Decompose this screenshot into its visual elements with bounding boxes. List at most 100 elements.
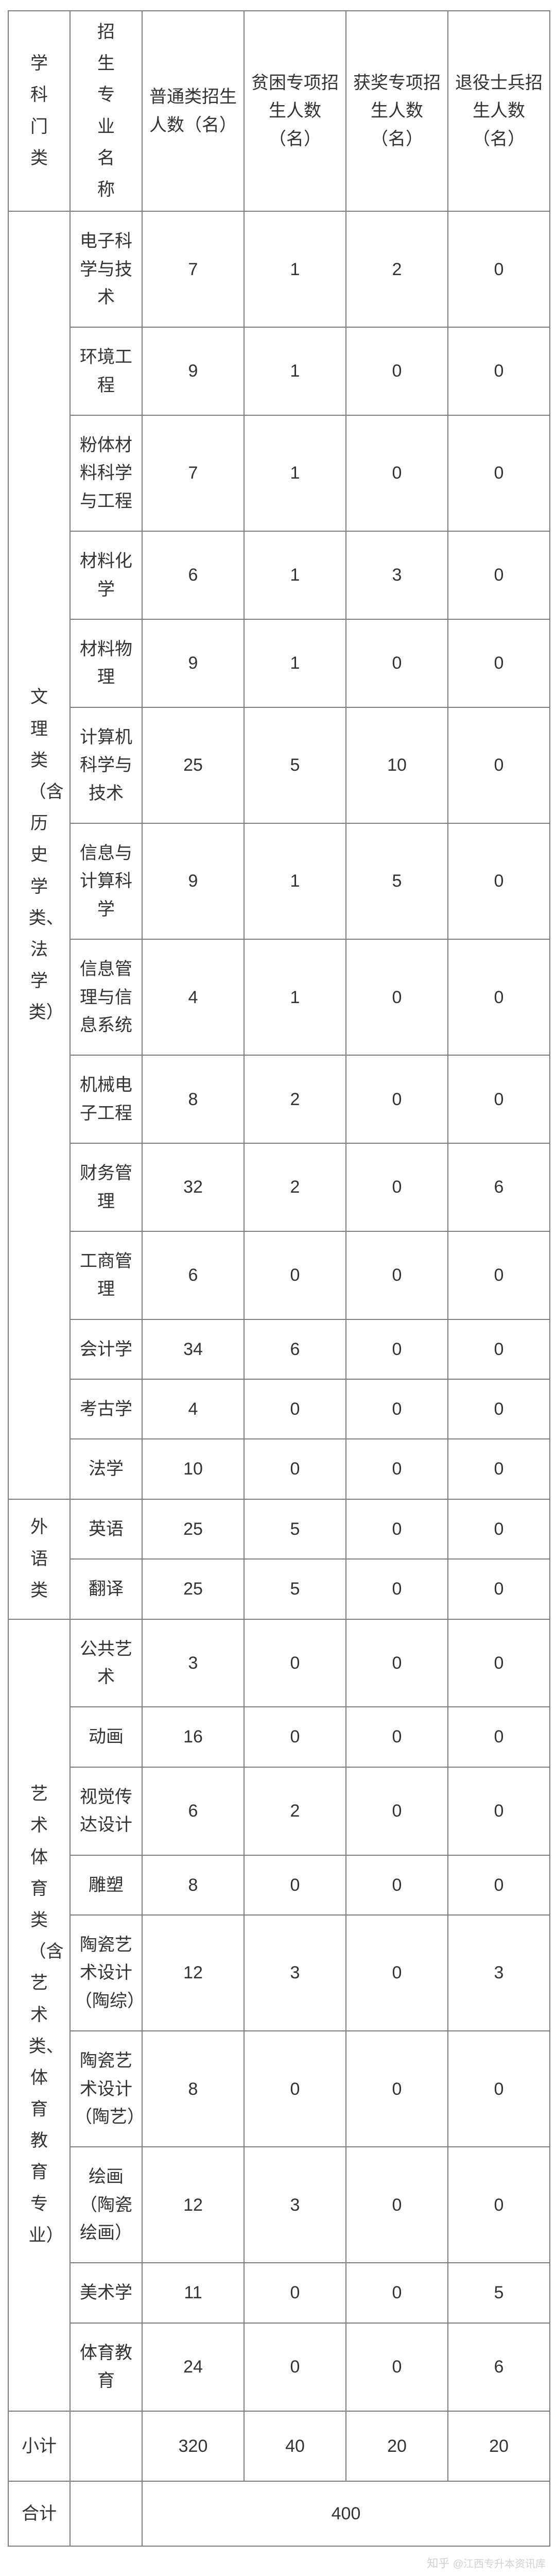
value-cell: 1 bbox=[244, 211, 346, 327]
value-cell: 0 bbox=[448, 211, 550, 327]
header-normal: 普通类招生人数（名） bbox=[142, 11, 244, 211]
value-cell: 0 bbox=[346, 2031, 448, 2147]
table-row: 外语类英语25500 bbox=[8, 1499, 550, 1559]
value-cell: 3 bbox=[346, 531, 448, 619]
value-cell: 9 bbox=[142, 327, 244, 415]
subtotal-label: 小计 bbox=[8, 2411, 70, 2481]
value-cell: 0 bbox=[244, 2031, 346, 2147]
empty-cell bbox=[70, 2411, 142, 2481]
value-cell: 0 bbox=[346, 1499, 448, 1559]
value-cell: 9 bbox=[142, 619, 244, 707]
category-cell: 文理类（含历史学类、法学类） bbox=[8, 211, 70, 1499]
value-cell: 0 bbox=[448, 1055, 550, 1143]
value-cell: 25 bbox=[142, 707, 244, 823]
value-cell: 2 bbox=[244, 1767, 346, 1855]
major-cell: 材料物理 bbox=[70, 619, 142, 707]
value-cell: 8 bbox=[142, 1055, 244, 1143]
value-cell: 5 bbox=[448, 2263, 550, 2323]
value-cell: 0 bbox=[448, 2031, 550, 2147]
value-cell: 0 bbox=[346, 1619, 448, 1707]
category-cell: 外语类 bbox=[8, 1499, 70, 1619]
table-row: 粉体材料科学与工程7100 bbox=[8, 415, 550, 531]
value-cell: 12 bbox=[142, 1915, 244, 2031]
value-cell: 0 bbox=[244, 1439, 346, 1499]
value-cell: 0 bbox=[448, 1231, 550, 1319]
category-cell: 艺术体育类（含艺术类、体育教育专业） bbox=[8, 1619, 70, 2411]
value-cell: 0 bbox=[448, 1439, 550, 1499]
major-cell: 法学 bbox=[70, 1439, 142, 1499]
table-row: 材料物理9100 bbox=[8, 619, 550, 707]
major-cell: 材料化学 bbox=[70, 531, 142, 619]
value-cell: 0 bbox=[448, 415, 550, 531]
value-cell: 0 bbox=[346, 1767, 448, 1855]
major-cell: 视觉传达设计 bbox=[70, 1767, 142, 1855]
value-cell: 0 bbox=[346, 1231, 448, 1319]
major-cell: 考古学 bbox=[70, 1379, 142, 1439]
value-cell: 8 bbox=[142, 2031, 244, 2147]
major-cell: 体育教育 bbox=[70, 2323, 142, 2411]
header-category: 学科门类 bbox=[8, 11, 70, 211]
value-cell: 6 bbox=[142, 1231, 244, 1319]
value-cell: 0 bbox=[448, 327, 550, 415]
table-row: 雕塑8000 bbox=[8, 1855, 550, 1915]
table-row: 材料化学6130 bbox=[8, 531, 550, 619]
table-row: 艺术体育类（含艺术类、体育教育专业）公共艺术3000 bbox=[8, 1619, 550, 1707]
value-cell: 0 bbox=[346, 2323, 448, 2411]
value-cell: 0 bbox=[448, 1707, 550, 1767]
table-row: 视觉传达设计6200 bbox=[8, 1767, 550, 1855]
value-cell: 0 bbox=[244, 1855, 346, 1915]
value-cell: 0 bbox=[448, 1767, 550, 1855]
table-row: 翻译25500 bbox=[8, 1559, 550, 1619]
watermark-text: @江西专升本资讯库 bbox=[453, 2558, 546, 2570]
major-cell: 美术学 bbox=[70, 2263, 142, 2323]
value-cell: 34 bbox=[142, 1319, 244, 1379]
value-cell: 0 bbox=[244, 1619, 346, 1707]
major-cell: 粉体材料科学与工程 bbox=[70, 415, 142, 531]
header-veteran: 退役士兵招生人数（名） bbox=[448, 11, 550, 211]
value-cell: 24 bbox=[142, 2323, 244, 2411]
table-row: 陶瓷艺术设计（陶艺）8000 bbox=[8, 2031, 550, 2147]
table-row: 绘画（陶瓷绘画）12300 bbox=[8, 2147, 550, 2263]
major-cell: 机械电子工程 bbox=[70, 1055, 142, 1143]
value-cell: 32 bbox=[142, 1143, 244, 1231]
major-cell: 绘画（陶瓷绘画） bbox=[70, 2147, 142, 2263]
table-row: 陶瓷艺术设计（陶综）12303 bbox=[8, 1915, 550, 2031]
value-cell: 0 bbox=[448, 619, 550, 707]
header-award: 获奖专项招生人数（名） bbox=[346, 11, 448, 211]
value-cell: 5 bbox=[346, 823, 448, 939]
major-cell: 陶瓷艺术设计（陶艺） bbox=[70, 2031, 142, 2147]
value-cell: 5 bbox=[244, 707, 346, 823]
value-cell: 25 bbox=[142, 1499, 244, 1559]
value-cell: 7 bbox=[142, 211, 244, 327]
subtotal-veteran: 20 bbox=[448, 2411, 550, 2481]
major-cell: 环境工程 bbox=[70, 327, 142, 415]
value-cell: 0 bbox=[244, 1231, 346, 1319]
major-cell: 财务管理 bbox=[70, 1143, 142, 1231]
value-cell: 3 bbox=[244, 1915, 346, 2031]
value-cell: 0 bbox=[448, 531, 550, 619]
value-cell: 6 bbox=[448, 2323, 550, 2411]
table-row: 考古学4000 bbox=[8, 1379, 550, 1439]
value-cell: 0 bbox=[448, 1319, 550, 1379]
table-row: 环境工程9100 bbox=[8, 327, 550, 415]
value-cell: 0 bbox=[346, 1379, 448, 1439]
value-cell: 6 bbox=[142, 531, 244, 619]
table-row: 信息管理与信息系统4100 bbox=[8, 939, 550, 1055]
value-cell: 2 bbox=[244, 1055, 346, 1143]
value-cell: 0 bbox=[448, 939, 550, 1055]
value-cell: 0 bbox=[448, 1855, 550, 1915]
value-cell: 0 bbox=[448, 1559, 550, 1619]
table-row: 会计学34600 bbox=[8, 1319, 550, 1379]
value-cell: 0 bbox=[346, 619, 448, 707]
header-poverty: 贫困专项招生人数（名） bbox=[244, 11, 346, 211]
major-cell: 信息管理与信息系统 bbox=[70, 939, 142, 1055]
value-cell: 12 bbox=[142, 2147, 244, 2263]
header-major: 招生专业名称 bbox=[70, 11, 142, 211]
value-cell: 2 bbox=[244, 1143, 346, 1231]
value-cell: 10 bbox=[346, 707, 448, 823]
value-cell: 0 bbox=[244, 2263, 346, 2323]
subtotal-row: 小计320402020 bbox=[8, 2411, 550, 2481]
value-cell: 0 bbox=[346, 2147, 448, 2263]
value-cell: 0 bbox=[448, 1499, 550, 1559]
table-row: 工商管理6000 bbox=[8, 1231, 550, 1319]
